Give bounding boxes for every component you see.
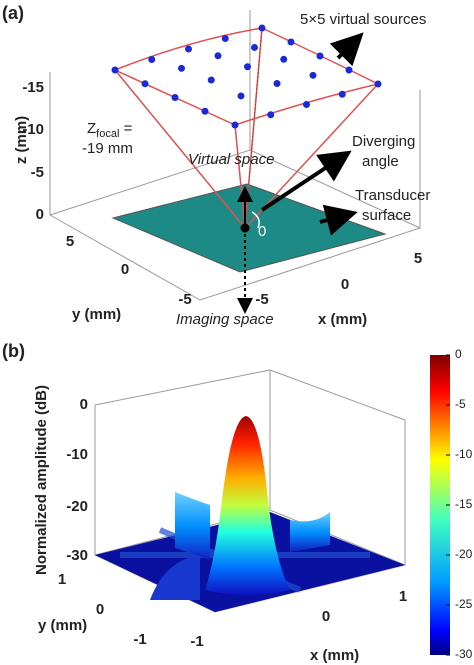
axis-label: Normalized amplitude (dB) — [33, 385, 50, 575]
virtual-source — [178, 64, 185, 72]
arrow — [260, 150, 352, 212]
colorbar — [430, 355, 450, 655]
panel-b: (b) Normalized amplitude (dB) y (mm) x (… — [2, 341, 450, 664]
virtual-source — [221, 35, 229, 42]
tick-label: -30 — [66, 547, 88, 564]
tick-label: 0 — [80, 396, 88, 413]
tick-label: -20 — [66, 498, 88, 515]
axis-label: y (mm) — [38, 617, 87, 634]
virtual-source — [237, 92, 245, 100]
colorbar-tick-label: -10 — [455, 447, 473, 461]
virtual-source — [309, 71, 317, 79]
main-lobe — [205, 416, 290, 595]
tick-label: 0 — [36, 206, 44, 223]
colorbar-tick-label: -25 — [455, 597, 473, 611]
virtual-source — [316, 52, 324, 60]
origin-point — [240, 223, 250, 233]
virtual-source — [280, 55, 288, 63]
annotation: Diverging — [352, 133, 415, 150]
side-lobe — [150, 555, 200, 600]
tick-label: -1 — [190, 633, 203, 650]
side-lobe — [290, 512, 330, 552]
annotation: angle — [362, 153, 399, 170]
virtual-source — [374, 80, 382, 88]
annotation: Transducer — [355, 187, 430, 204]
annotation: surface — [362, 207, 411, 224]
tick-label: -5 — [178, 291, 191, 308]
virtual-source — [338, 90, 346, 98]
tick-label: 1 — [399, 588, 407, 605]
angle-arc — [251, 211, 260, 229]
virtual-source — [303, 101, 310, 108]
side-lobe — [175, 492, 210, 560]
tick-label: -5 — [31, 164, 44, 181]
tick-label: -10 — [66, 446, 88, 463]
annotation: Zfocal = — [87, 120, 133, 140]
virtual-sources — [111, 24, 382, 129]
virtual-source — [141, 80, 149, 88]
virtual-source — [231, 121, 239, 129]
colorbar-tick-label: -20 — [455, 547, 473, 561]
virtual-source — [148, 56, 156, 63]
annotation: Z — [87, 120, 96, 137]
virtual-source — [258, 24, 266, 32]
tick-label: 0 — [96, 601, 104, 618]
tick-label: 0 — [121, 261, 129, 278]
annotation: Virtual space — [188, 151, 274, 168]
virtual-source — [185, 45, 192, 53]
axis-label: x (mm) — [310, 647, 359, 664]
tick-label: -15 — [22, 79, 44, 96]
axis-label: x (mm) — [318, 311, 367, 328]
colorbar-tick-label: -30 — [455, 647, 473, 661]
virtual-source — [201, 107, 209, 115]
annotation: -19 mm — [82, 140, 133, 157]
virtual-source — [171, 94, 179, 101]
virtual-source — [267, 111, 275, 119]
axis-label: y (mm) — [72, 306, 121, 323]
tick-label: 5 — [66, 233, 74, 250]
virtual-source — [207, 76, 215, 84]
tick-label: 5 — [414, 250, 422, 267]
virtual-source — [251, 43, 258, 51]
annotation: 0 — [258, 223, 266, 240]
annotation: = — [119, 120, 132, 137]
arrow — [329, 32, 364, 67]
tick-label: -1 — [133, 631, 146, 648]
axes-box — [49, 10, 421, 301]
virtual-source — [214, 52, 222, 60]
annotation: 5×5 virtual sources — [300, 11, 426, 28]
virtual-source — [287, 38, 295, 46]
colorbar-tick-label: -15 — [455, 497, 473, 511]
tick-label: -5 — [255, 291, 268, 308]
axis-label: z (mm) — [13, 116, 30, 164]
tick-label: 1 — [58, 571, 66, 588]
arrow — [319, 204, 358, 236]
annotation: focal — [96, 128, 119, 140]
center-line — [244, 27, 263, 229]
colorbar-tick-label: 0 — [455, 347, 462, 361]
tick-label: -10 — [22, 121, 44, 138]
panel-label: (a) — [2, 3, 24, 23]
panel-label: (b) — [2, 341, 25, 361]
colorbar-tick-label: -5 — [455, 397, 466, 411]
virtual-source — [345, 66, 353, 74]
annotation: Imaging space — [176, 311, 274, 328]
virtual-source — [111, 66, 119, 74]
panel-a: (a) 5×5 virtual sources Zfocal = -19 mm … — [2, 3, 430, 328]
tick-label: 0 — [341, 276, 349, 293]
tick-label: 0 — [322, 608, 330, 625]
virtual-source — [273, 80, 281, 88]
virtual-source — [244, 63, 251, 71]
